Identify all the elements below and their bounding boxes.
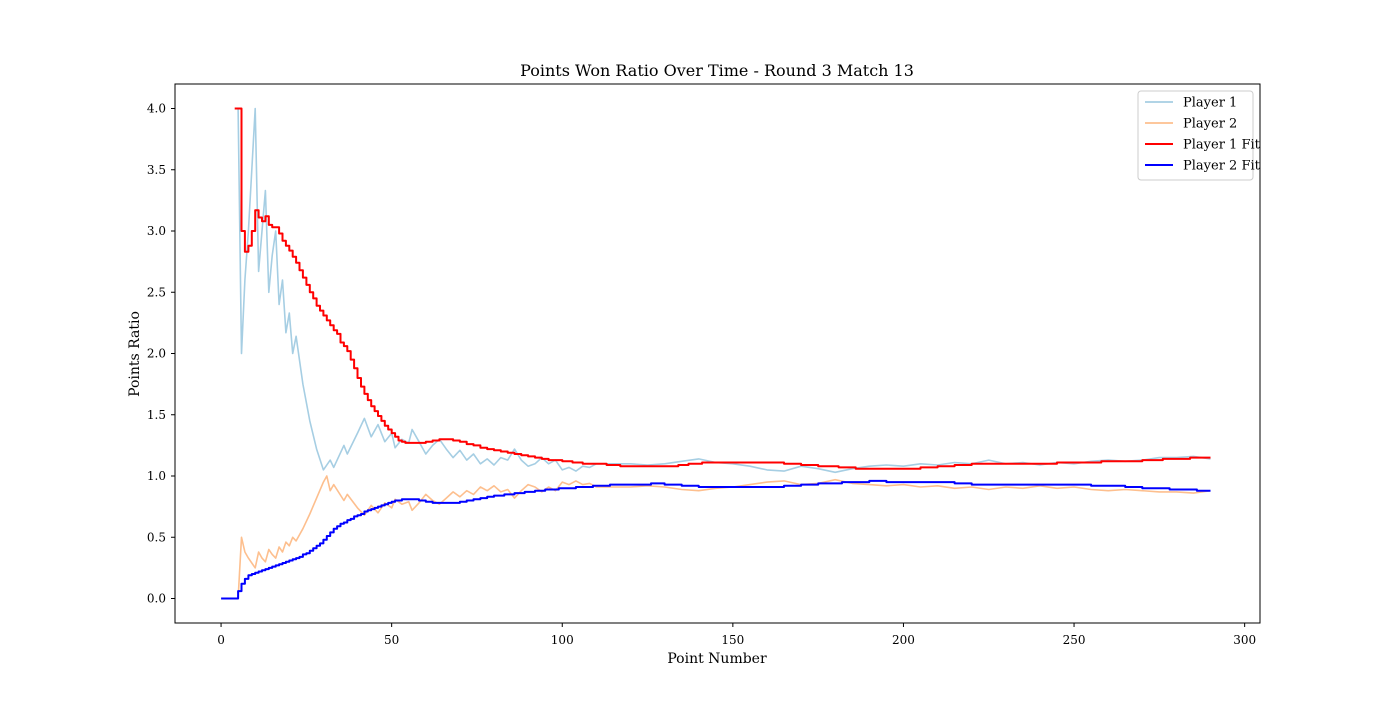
x-axis: 0 50 100 150 200 250 300 [217,623,1256,647]
x-tick-label: 0 [217,633,225,647]
y-tick-label: 3.0 [147,224,166,238]
series-line-player-1-fit [234,107,1211,470]
x-axis-label: Point Number [667,651,767,667]
y-tick-label: 1.5 [147,408,166,422]
x-tick-label: 200 [892,633,915,647]
x-tick-label: 50 [384,633,399,647]
y-axis-label: Points Ratio [127,311,143,397]
legend-box [1137,90,1254,181]
series-line-player-1 [237,107,1211,474]
x-tick-label: 100 [551,633,574,647]
y-tick-label: 3.5 [147,163,166,177]
y-tick-label: 0.5 [147,530,166,544]
legend-label-player-1-fit: Player 1 Fit [1183,138,1261,153]
series-line-player-2-fit [221,479,1211,600]
chart-title: Points Won Ratio Over Time - Round 3 Mat… [520,61,914,80]
x-tick-label: 150 [721,633,744,647]
y-tick-label: 2.0 [147,347,166,361]
y-tick-label: 2.5 [147,285,166,299]
plot-frame [174,83,1261,624]
series-line-player-2 [237,475,1211,599]
y-tick-label: 1.0 [147,469,166,483]
x-tick-label: 250 [1063,633,1086,647]
y-tick-label: 4.0 [147,102,166,116]
legend-label-player-2-fit: Player 2 Fit [1183,159,1261,174]
y-axis: 0.0 0.5 1.0 1.5 2.0 2.5 3.0 3.5 4.0 [147,102,175,606]
legend-items: Player 1 Player 2 Player 1 Fit Player 2 Fit [1145,96,1261,174]
plot-area [221,107,1211,600]
legend: Player 1 Player 2 Player 1 Fit Player 2 Fit [1137,90,1261,181]
y-tick-label: 0.0 [147,592,166,606]
legend-label-player-1: Player 1 [1183,96,1237,111]
x-tick-label: 300 [1233,633,1256,647]
legend-label-player-2: Player 2 [1183,117,1237,132]
